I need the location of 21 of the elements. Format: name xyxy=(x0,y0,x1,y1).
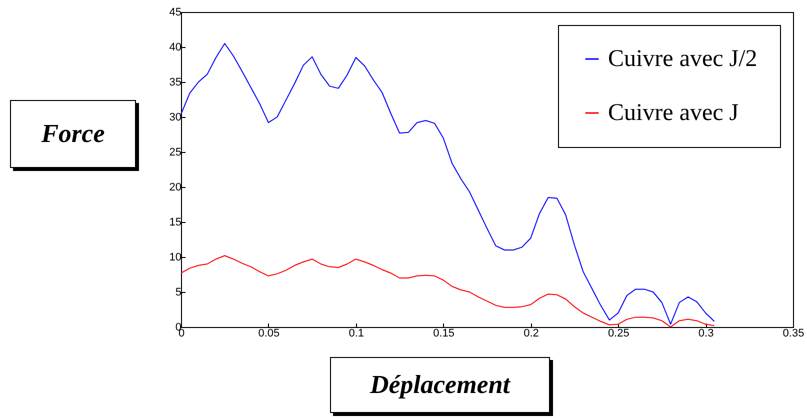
y-tick-label: 40 xyxy=(169,42,182,54)
y-tick-label: 10 xyxy=(169,252,182,264)
x-tick-label: 0.25 xyxy=(608,328,630,340)
y-tick-label: 35 xyxy=(169,76,182,88)
x-tick-label: 0.05 xyxy=(258,328,280,340)
y-tick-label: 25 xyxy=(169,146,182,158)
y-tick-label: 5 xyxy=(175,286,182,298)
x-tick-label: 0.1 xyxy=(348,328,364,340)
y-tick-label: 45 xyxy=(169,6,182,18)
line-series xyxy=(180,255,715,328)
x-axis-title: Déplacement xyxy=(330,357,550,413)
y-tick-label: 15 xyxy=(169,216,182,228)
legend-label: Cuivre avec J/2 xyxy=(608,46,758,72)
y-tick-label: 30 xyxy=(169,112,182,124)
legend-label: Cuivre avec J xyxy=(608,100,739,126)
y-axis-title: Force xyxy=(10,100,136,168)
x-tick-label: 0.15 xyxy=(433,328,454,340)
x-tick-label: 0.3 xyxy=(698,328,714,340)
x-tick-label: 0.2 xyxy=(524,328,539,340)
x-tick-label: 0.35 xyxy=(782,328,804,340)
y-tick-label: 20 xyxy=(169,182,182,194)
